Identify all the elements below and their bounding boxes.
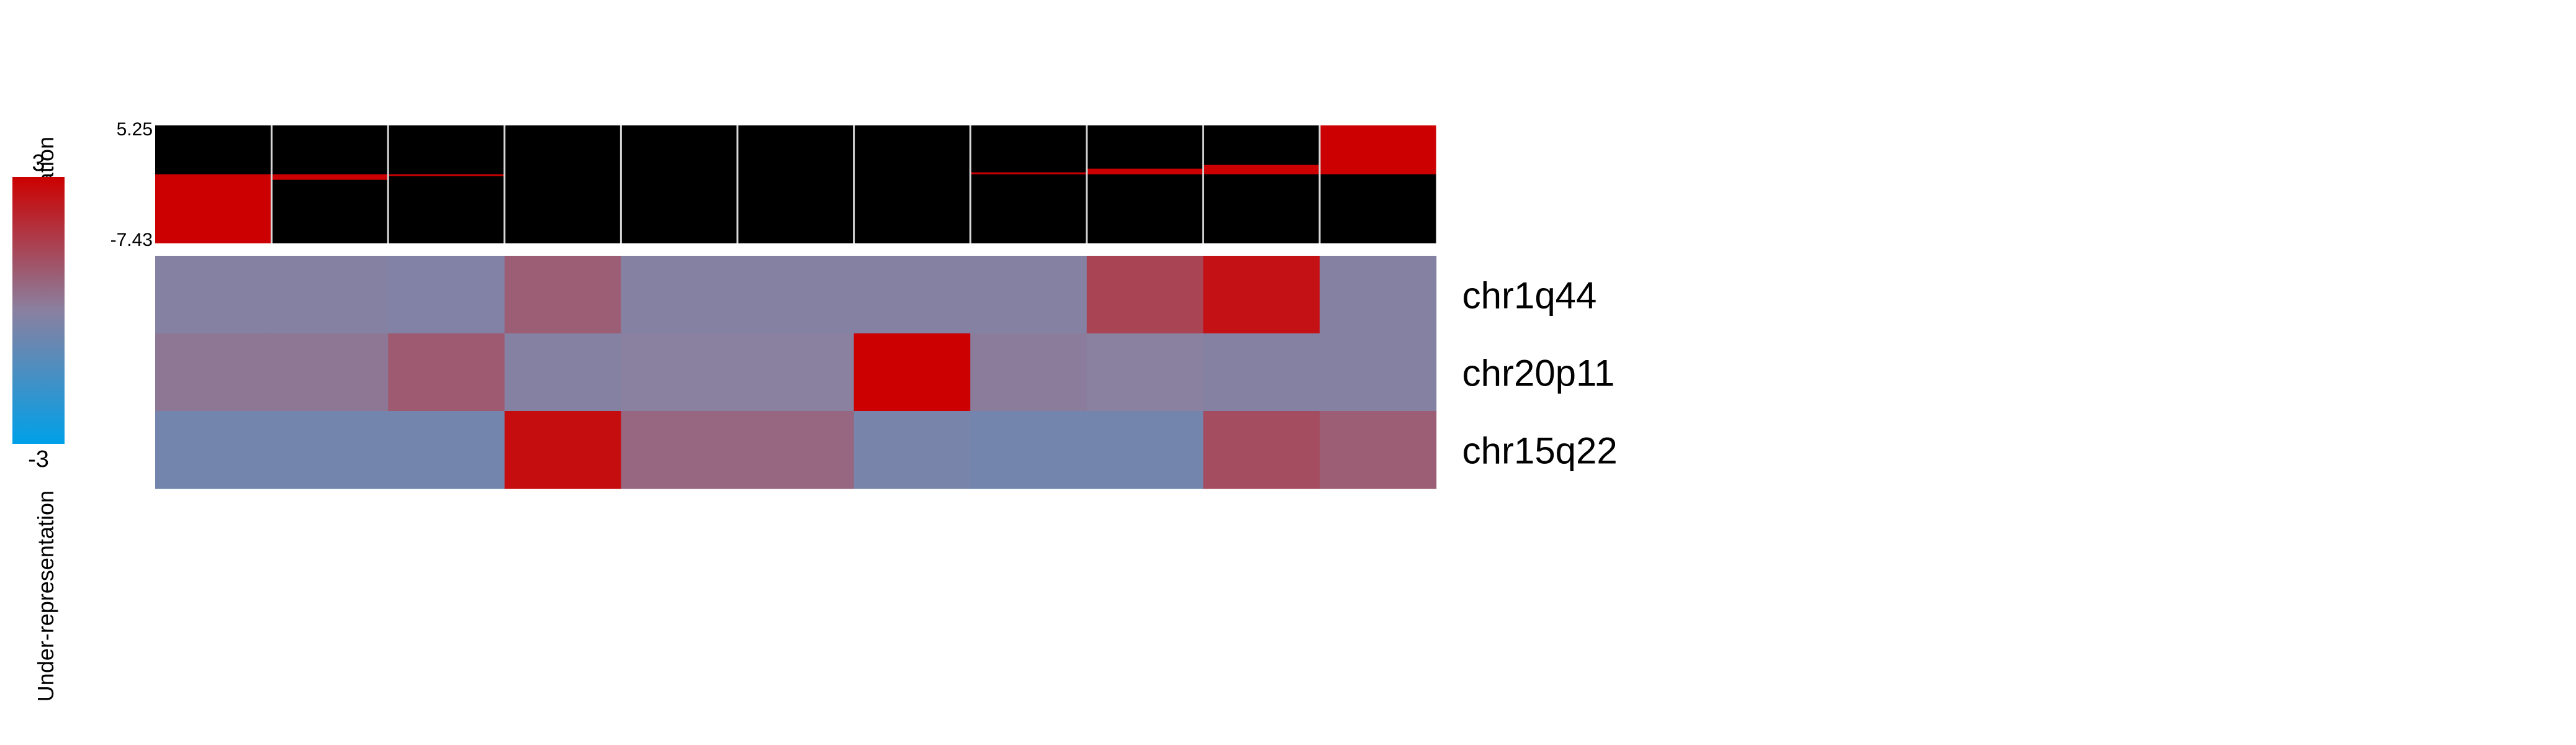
bar [1086, 168, 1204, 174]
heatmap-cell [155, 256, 272, 334]
heatmap-cell [621, 256, 738, 334]
heatmap-cell [504, 256, 621, 334]
legend-color-bar [12, 177, 65, 444]
bar-track-panel [504, 125, 621, 243]
bar [970, 172, 1087, 174]
heatmap-cell [504, 411, 621, 489]
heatmap-cell [155, 411, 272, 489]
bar-track-panel [271, 125, 389, 243]
heatmap-cell [271, 333, 389, 412]
bar [271, 174, 389, 180]
heatmap-row-label: chr15q22 [1462, 430, 1618, 472]
bar [1320, 125, 1436, 174]
heatmap-cell [621, 333, 738, 412]
heatmap-cell [1320, 256, 1437, 334]
bar-track: 5.25 -7.43 [110, 119, 1436, 250]
heatmap-cell [388, 333, 505, 412]
bar-track-panel [853, 125, 971, 243]
color-legend: Over-representation 3 -3 Under-represent… [12, 137, 65, 702]
legend-under-label: Under-representation [33, 490, 58, 702]
bar-track-panel [737, 125, 854, 243]
bar [155, 174, 272, 243]
heatmap-cell [1203, 411, 1320, 489]
bar-track-panel [970, 125, 1087, 243]
heatmap-row-label: chr1q44 [1462, 275, 1597, 317]
heatmap-cell [970, 256, 1088, 334]
bar-track-panel [1086, 125, 1204, 243]
heatmap-cell [737, 333, 855, 412]
heatmap-cell [1086, 411, 1204, 489]
heatmap-cell [1203, 333, 1320, 412]
bar-axis-max-label: 5.25 [117, 119, 153, 140]
heatmap-cell [737, 411, 855, 489]
bar-axis-min-label: -7.43 [110, 230, 153, 250]
heatmap-cell [504, 333, 621, 412]
legend-max-label: 3 [32, 150, 45, 176]
heatmap-cell [1320, 411, 1437, 489]
heatmap-cell [970, 411, 1088, 489]
bar-track-panel [388, 125, 505, 243]
bar-track-panel [621, 125, 737, 243]
heatmap-cell [271, 411, 389, 489]
heatmap-cell [1320, 333, 1437, 412]
heatmap-cell [853, 333, 971, 412]
heatmap [155, 256, 1437, 489]
heatmap-cell [271, 256, 389, 334]
bar-track-panel [1203, 125, 1320, 243]
legend-min-label: -3 [28, 446, 49, 472]
heatmap-cell [388, 411, 505, 489]
bar [1203, 165, 1320, 174]
heatmap-cell [1203, 256, 1320, 334]
heatmap-row-labels: chr1q44 chr20p11 chr15q22 [1462, 275, 1618, 472]
heatmap-cell [155, 333, 272, 412]
heatmap-cell [853, 411, 971, 489]
heatmap-row-label: chr20p11 [1462, 353, 1615, 394]
heatmap-cell [737, 256, 855, 334]
heatmap-cell [388, 256, 505, 334]
heatmap-cell [970, 333, 1088, 412]
heatmap-cell [1086, 256, 1204, 334]
heatmap-cell [621, 411, 738, 489]
heatmap-cell [1086, 333, 1204, 412]
bar [388, 174, 505, 176]
heatmap-cell [853, 256, 971, 334]
